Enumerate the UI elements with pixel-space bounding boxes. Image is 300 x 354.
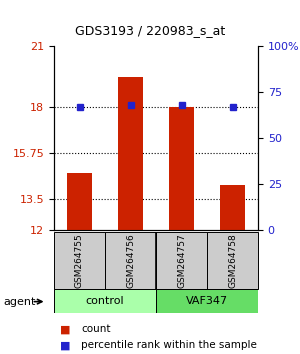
FancyBboxPatch shape xyxy=(54,232,105,289)
Text: ■: ■ xyxy=(60,340,70,350)
Bar xyxy=(67,173,92,230)
Text: control: control xyxy=(86,296,124,306)
FancyBboxPatch shape xyxy=(156,232,207,289)
Text: ■: ■ xyxy=(60,324,70,334)
FancyBboxPatch shape xyxy=(207,232,258,289)
Text: GSM264758: GSM264758 xyxy=(228,233,237,287)
Text: GSM264756: GSM264756 xyxy=(126,233,135,287)
Text: GSM264757: GSM264757 xyxy=(177,233,186,287)
Text: VAF347: VAF347 xyxy=(186,296,228,306)
Text: agent: agent xyxy=(3,297,35,307)
Text: percentile rank within the sample: percentile rank within the sample xyxy=(81,340,257,350)
FancyBboxPatch shape xyxy=(156,289,258,313)
Bar xyxy=(118,77,143,230)
Text: GDS3193 / 220983_s_at: GDS3193 / 220983_s_at xyxy=(75,24,225,37)
Bar xyxy=(169,107,194,230)
Text: count: count xyxy=(81,324,110,334)
Bar xyxy=(220,185,245,230)
FancyBboxPatch shape xyxy=(54,289,156,313)
Text: GSM264755: GSM264755 xyxy=(75,233,84,287)
FancyBboxPatch shape xyxy=(105,232,156,289)
